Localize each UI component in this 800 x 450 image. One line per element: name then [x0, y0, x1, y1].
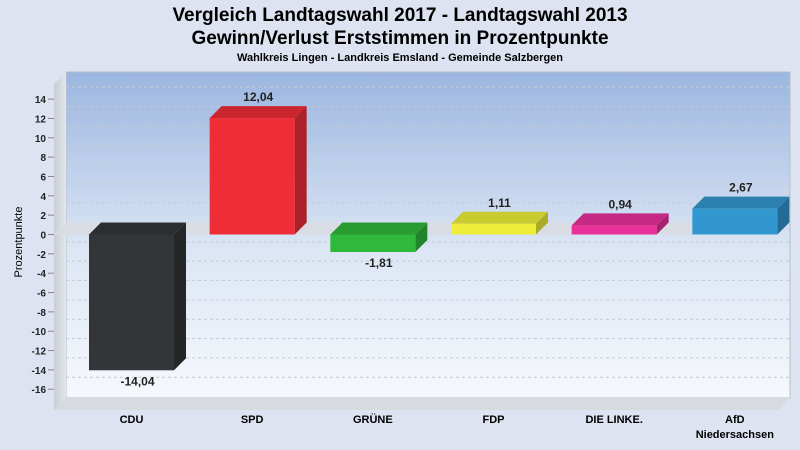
- bar-value-label: 12,04: [243, 90, 273, 104]
- bar-die-linke-: [571, 213, 669, 235]
- title-block: Vergleich Landtagswahl 2017 - Landtagswa…: [0, 4, 800, 64]
- bar-side: [656, 213, 669, 235]
- bar-value-label: 1,11: [488, 196, 511, 210]
- bar-spd: [209, 106, 307, 235]
- y-tick-label: 6: [40, 172, 46, 183]
- bar-gr-ne: [330, 222, 428, 253]
- bar-top: [330, 222, 428, 235]
- y-tick-label: 4: [40, 192, 46, 203]
- x-category-label: FDP: [483, 414, 505, 426]
- y-tick-label: -16: [32, 385, 47, 396]
- bar-front: [692, 208, 778, 235]
- bar-fdp: [451, 211, 548, 235]
- bar-value-label: -14,04: [120, 374, 154, 388]
- x-category-label: GRÜNE: [353, 413, 393, 426]
- chart-title-line-2: Gewinn/Verlust Erststimmen in Prozentpun…: [191, 28, 609, 49]
- x-category-label: Niedersachsen: [696, 429, 775, 441]
- bar-top: [89, 222, 186, 235]
- bar-side: [415, 222, 428, 253]
- y-tick-label: -6: [37, 289, 46, 300]
- bar-value-label: 2,67: [729, 181, 753, 195]
- bars-layer: [89, 106, 790, 371]
- y-tick-label: 10: [35, 134, 47, 145]
- bar-top: [209, 106, 307, 119]
- x-category-label: AfD: [725, 414, 745, 426]
- y-tick-label: 2: [40, 211, 46, 222]
- y-tick-label: -2: [37, 250, 46, 261]
- y-tick-label: -14: [32, 366, 47, 377]
- bar-front: [209, 118, 295, 235]
- y-tick-label: -4: [37, 269, 46, 280]
- x-category-label: DIE LINKE.: [585, 414, 642, 426]
- bar-value-label: -1,81: [365, 256, 393, 270]
- bar-top: [571, 213, 669, 226]
- bar-side: [174, 222, 186, 371]
- y-tick-label: 12: [35, 114, 47, 125]
- plot-floor: [54, 398, 790, 410]
- bar-side: [777, 196, 790, 235]
- y-tick-label: -12: [32, 347, 47, 358]
- bar-front: [89, 234, 174, 371]
- bar-top: [451, 211, 548, 224]
- plot-back-wall: [65, 71, 791, 399]
- y-axis-label: Prozentpunkte: [13, 207, 25, 278]
- bar-front: [330, 234, 416, 253]
- y-tick-label: 0: [40, 231, 46, 242]
- x-category-label: CDU: [120, 414, 144, 426]
- bar-side: [536, 211, 548, 235]
- y-tick-label: 8: [40, 153, 46, 164]
- bar-side: [294, 106, 307, 235]
- y-tick-label: 14: [35, 95, 47, 106]
- plot-left-wall: [54, 72, 66, 410]
- y-tick-label: -8: [37, 308, 46, 319]
- labels-layer: 14 12 10 8 6 4 2 0 -2 -4 -6 -8 -10 -12 -14 -16 Prozentpu…: [13, 90, 774, 441]
- bar-value-label: 0,94: [608, 197, 632, 211]
- bar-front: [451, 223, 536, 235]
- bar-front: [571, 225, 657, 235]
- x-category-label: SPD: [241, 414, 264, 426]
- bar-top: [692, 196, 790, 209]
- chart-subtitle: Wahlkreis Lingen - Landkreis Emsland - G…: [236, 52, 563, 64]
- bar-cdu: [89, 222, 186, 371]
- bar-afd-niedersachsen: [692, 196, 790, 235]
- chart-title-line-1: Vergleich Landtagswahl 2017 - Landtagswa…: [172, 5, 628, 26]
- y-tick-label: -10: [32, 327, 47, 338]
